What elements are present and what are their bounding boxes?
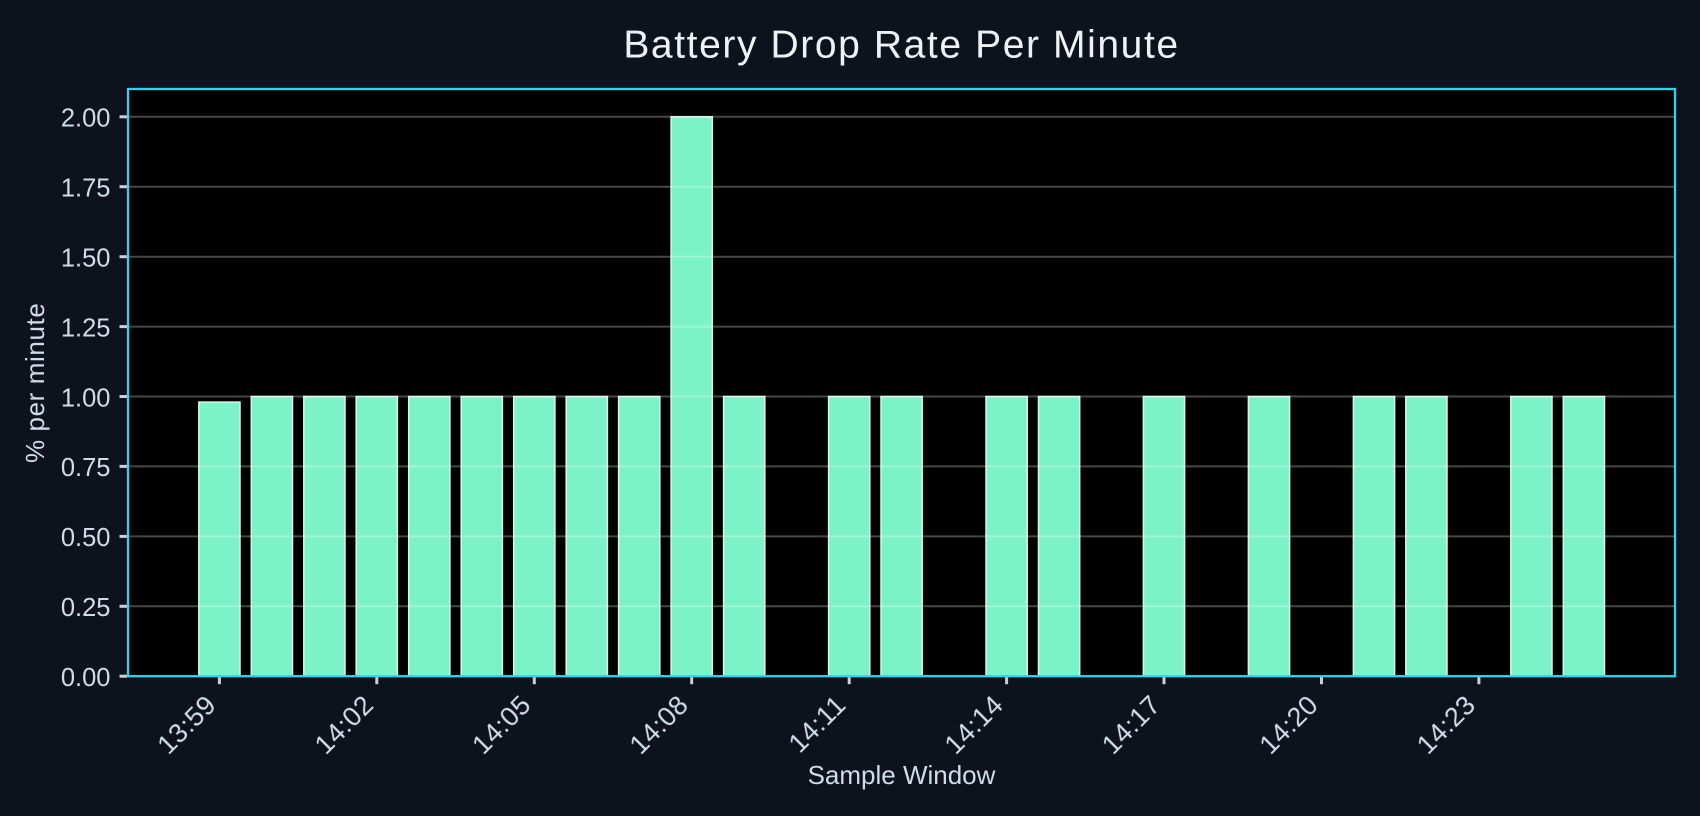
svg-text:1.75: 1.75 [61,175,111,203]
svg-text:0.75: 0.75 [61,454,111,482]
svg-text:2.00: 2.00 [61,105,111,133]
svg-text:1.25: 1.25 [61,314,111,342]
svg-text:Battery Drop Rate Per Minute: Battery Drop Rate Per Minute [623,24,1179,67]
svg-text:1.50: 1.50 [61,245,111,273]
svg-text:Sample Window: Sample Window [808,760,996,790]
svg-text:0.50: 0.50 [61,524,111,552]
svg-text:0.00: 0.00 [61,664,111,692]
svg-text:% per minute: % per minute [20,303,50,463]
svg-text:0.25: 0.25 [61,594,111,622]
svg-text:1.00: 1.00 [61,384,111,412]
